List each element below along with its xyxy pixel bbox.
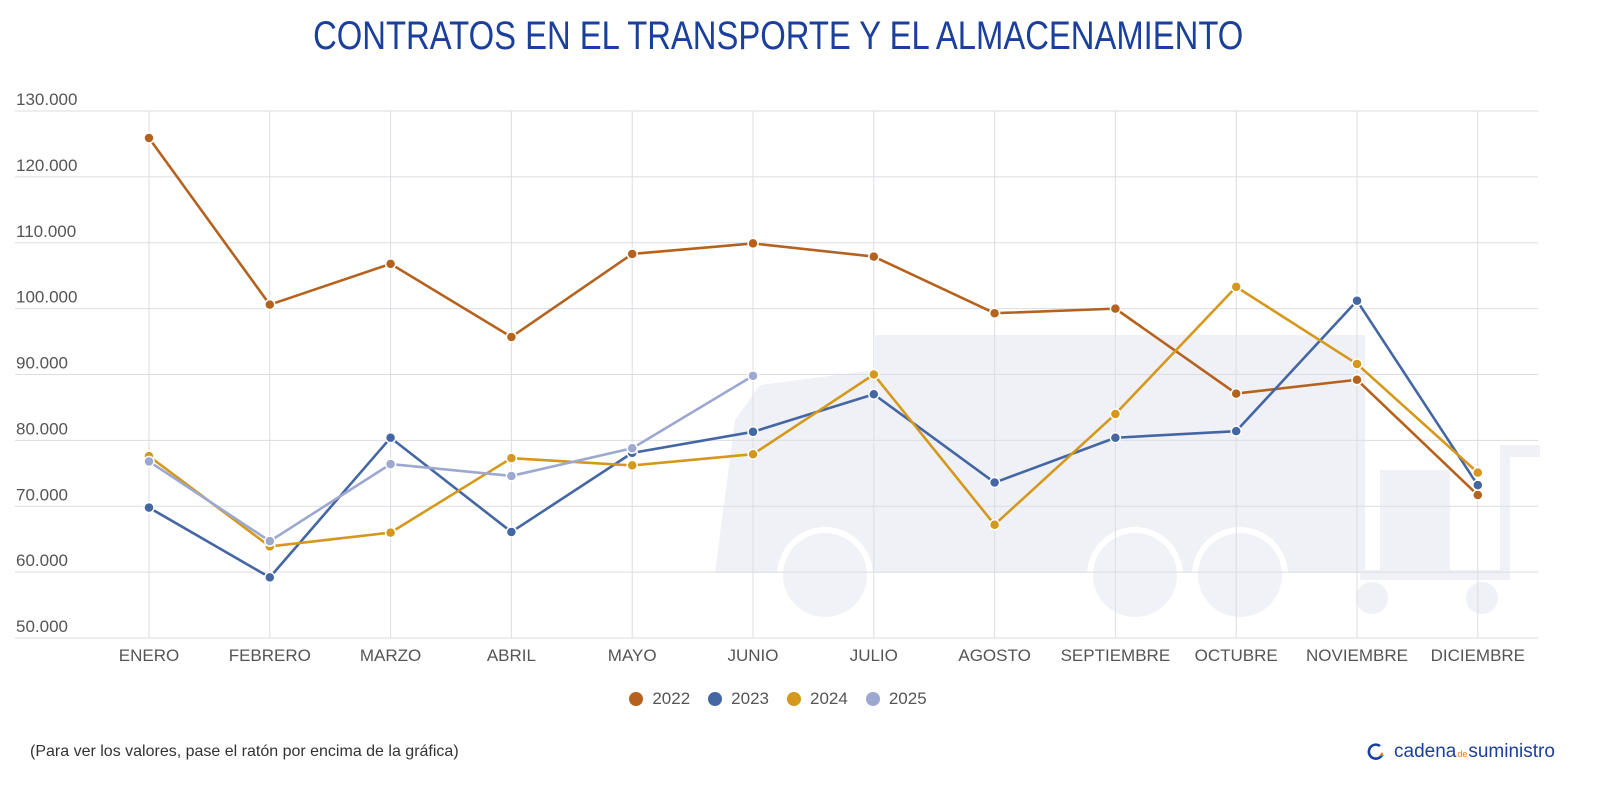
data-point-2023[interactable] <box>264 571 276 584</box>
data-point-2022[interactable] <box>384 258 397 270</box>
data-point-2024[interactable] <box>1472 466 1484 479</box>
x-tick-label: ENERO <box>119 646 179 665</box>
x-tick-label: ABRIL <box>487 646 536 665</box>
data-point-2022[interactable] <box>1109 302 1122 315</box>
y-tick-label: 70.000 <box>16 485 68 504</box>
data-point-2022[interactable] <box>143 132 155 144</box>
chart-title-text: CONTRATOS EN EL TRANSPORTE Y EL ALMACENA… <box>312 14 1244 58</box>
data-point-2022[interactable] <box>988 307 1001 319</box>
data-point-2022[interactable] <box>264 298 276 311</box>
logo-text-end: suministro <box>1468 741 1555 762</box>
data-point-2023[interactable] <box>1109 431 1122 444</box>
legend-label: 2025 <box>888 689 927 708</box>
data-point-2022[interactable] <box>1472 489 1484 501</box>
data-point-2025[interactable] <box>747 370 759 382</box>
legend-item-2025[interactable]: 2025 <box>865 689 927 709</box>
data-point-2022[interactable] <box>747 237 759 250</box>
data-point-2023[interactable] <box>1472 479 1484 491</box>
chart-title: CONTRATOS EN EL TRANSPORTE Y EL ALMACENA… <box>0 14 1556 59</box>
legend: 2022 2023 2024 2025 <box>0 689 1556 709</box>
data-point-2023[interactable] <box>505 526 518 538</box>
x-tick-label: FEBRERO <box>229 646 311 665</box>
cadena-de-suministro-logo: cadena de suministro <box>1366 741 1555 763</box>
data-point-2024[interactable] <box>626 459 638 472</box>
y-tick-label: 100.000 <box>16 288 77 307</box>
x-tick-label: JUNIO <box>728 646 779 665</box>
logo-text: cadena <box>1394 741 1457 762</box>
legend-item-2023[interactable]: 2023 <box>708 689 769 709</box>
data-point-2024[interactable] <box>505 452 518 464</box>
data-point-2025[interactable] <box>384 458 397 470</box>
y-tick-label: 90.000 <box>16 354 68 373</box>
x-tick-label: OCTUBRE <box>1195 646 1278 665</box>
x-tick-label: AGOSTO <box>958 646 1030 665</box>
data-point-2023[interactable] <box>988 476 1001 489</box>
data-point-2025[interactable] <box>143 455 155 468</box>
data-point-2024[interactable] <box>1230 281 1242 293</box>
data-point-2024[interactable] <box>1109 408 1122 420</box>
y-tick-label: 80.000 <box>16 419 68 438</box>
x-tick-label: MAYO <box>608 646 657 665</box>
data-point-2023[interactable] <box>1351 294 1363 307</box>
data-point-2024[interactable] <box>988 518 1001 531</box>
legend-item-2024[interactable]: 2024 <box>787 689 848 709</box>
logo-text-small: de <box>1457 749 1468 759</box>
legend-label: 2024 <box>810 689 848 708</box>
legend-label: 2023 <box>731 689 769 708</box>
legend-dot-icon <box>629 692 644 706</box>
truck-watermark-icon <box>715 335 1540 623</box>
data-point-2024[interactable] <box>384 526 397 539</box>
data-point-2023[interactable] <box>747 426 759 438</box>
data-point-2023[interactable] <box>868 388 880 401</box>
logo-arrows-icon <box>1367 743 1384 760</box>
x-tick-label: NOVIEMBRE <box>1306 646 1408 665</box>
series-line-2022 <box>147 137 1479 496</box>
footnote: (Para ver los valores, pase el ratón por… <box>30 743 459 760</box>
data-point-2022[interactable] <box>1230 387 1242 400</box>
y-tick-label: 130.000 <box>16 90 77 109</box>
legend-dot-icon <box>787 692 801 706</box>
series-line-2024 <box>148 285 1479 548</box>
data-point-2024[interactable] <box>1351 358 1363 370</box>
legend-dot-icon <box>708 692 723 706</box>
x-tick-label: SEPTIEMBRE <box>1061 646 1171 665</box>
legend-item-2022[interactable]: 2022 <box>629 689 690 709</box>
y-tick-label: 120.000 <box>16 156 77 175</box>
y-tick-label: 50.000 <box>16 617 68 636</box>
y-tick-label: 60.000 <box>16 551 68 570</box>
data-point-2022[interactable] <box>505 331 518 343</box>
y-tick-label: 110.000 <box>16 222 76 241</box>
data-point-2022[interactable] <box>1351 374 1363 386</box>
series-line-2025 <box>148 374 754 543</box>
data-point-2025[interactable] <box>505 470 518 482</box>
data-point-2024[interactable] <box>747 448 759 460</box>
data-point-2025[interactable] <box>264 535 276 547</box>
data-point-2022[interactable] <box>868 250 880 263</box>
data-point-2023[interactable] <box>143 501 155 514</box>
data-point-2023[interactable] <box>1230 425 1242 437</box>
data-point-2024[interactable] <box>868 368 880 381</box>
data-point-2022[interactable] <box>626 248 638 260</box>
x-tick-label: DICIEMBRE <box>1431 646 1525 665</box>
data-point-2025[interactable] <box>626 442 638 455</box>
legend-label: 2022 <box>652 689 691 708</box>
x-tick-label: MARZO <box>360 646 421 665</box>
legend-dot-icon <box>865 692 880 706</box>
data-point-2023[interactable] <box>384 431 397 444</box>
x-tick-label: JULIO <box>850 646 898 665</box>
